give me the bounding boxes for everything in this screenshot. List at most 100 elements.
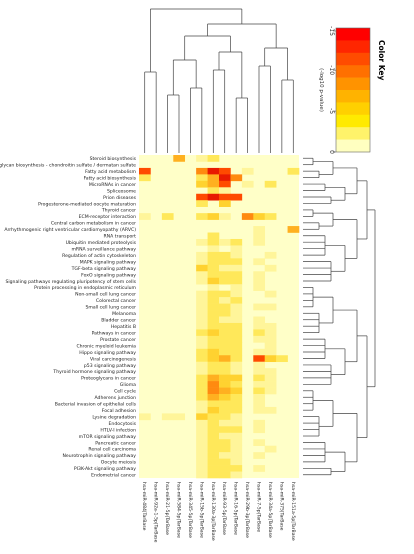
row-label: Small cell lung cancer: [85, 305, 136, 311]
color-key-tick-label: -10: [328, 65, 335, 75]
heatmap-cell: [253, 387, 266, 395]
heatmap-cell: [207, 368, 220, 375]
heatmap-grid: [139, 155, 300, 479]
heatmap-cell: [219, 322, 231, 330]
row-label: MAPK signaling pathway: [80, 259, 137, 265]
heatmap-cell: [207, 426, 220, 434]
heatmap-cell: [196, 348, 208, 356]
row-label: Oocyte meiosis: [101, 460, 137, 466]
heatmap-cell: [207, 387, 220, 395]
heatmap-cell: [241, 180, 254, 188]
heatmap-cell: [196, 180, 208, 188]
row-label: Spliceosome: [107, 188, 136, 194]
heatmap-cell: [230, 303, 243, 311]
heatmap-cell: [207, 458, 220, 466]
heatmap-cell: [253, 394, 266, 401]
heatmap-cell: [264, 251, 277, 259]
heatmap-cell: [219, 310, 231, 317]
row-labels: Steroid biosynthesisGlycosaminoglycan bi…: [0, 156, 137, 479]
heatmap-cell: [207, 335, 220, 343]
heatmap-cell: [196, 413, 208, 421]
heatmap-cell: [219, 258, 231, 266]
row-label: PI3K-Akt signaling pathway: [74, 466, 136, 472]
heatmap-cell: [230, 277, 243, 285]
heatmap-cell: [207, 297, 220, 304]
row-label: RNA transport: [104, 234, 137, 240]
heatmap-cell: [230, 432, 243, 440]
color-key-axis-label: (-log10 p-value): [318, 68, 324, 112]
row-dendrogram: [303, 157, 376, 476]
heatmap-cell: [230, 316, 243, 324]
heatmap-cell: [219, 432, 231, 440]
color-key-swatch: [336, 90, 370, 103]
heatmap-cell: [264, 322, 277, 330]
heatmap-cell: [196, 432, 208, 440]
heatmap-cell: [219, 439, 231, 446]
heatmap-cell: [219, 419, 231, 427]
heatmap-cell: [207, 381, 220, 388]
heatmap-cell: [230, 348, 243, 356]
color-key-swatch: [336, 40, 370, 54]
heatmap-cell: [219, 180, 231, 188]
heatmap-cell: [196, 193, 208, 201]
heatmap-cell: [207, 232, 220, 240]
heatmap-cell: [253, 284, 266, 291]
heatmap-cell: [219, 167, 231, 175]
row-label: Pathways in cancer: [92, 330, 136, 336]
row-label: Central carbon metabolism in cancer: [51, 221, 136, 227]
heatmap-cell: [230, 394, 243, 401]
heatmap-cell: [253, 238, 266, 246]
row-label: Bacterial invasion of epithelial cells: [55, 402, 137, 408]
heatmap-cell: [219, 329, 231, 337]
heatmap-cell: [264, 213, 277, 220]
heatmap-cell: [207, 180, 220, 188]
heatmap-cell: [207, 465, 220, 472]
color-key-swatch: [336, 127, 370, 140]
heatmap-cell: [161, 213, 174, 220]
row-label: HTLV-I infection: [100, 427, 136, 433]
heatmap-cell: [219, 355, 231, 363]
heatmap-cell: [207, 355, 220, 363]
heatmap-cell: [219, 342, 231, 350]
heatmap-cell: [253, 426, 266, 434]
heatmap-cell: [196, 258, 208, 266]
heatmap-cell: [207, 271, 220, 279]
heatmap-cell: [253, 355, 266, 363]
heatmap-cell: [196, 465, 208, 472]
heatmap-cell: [264, 180, 277, 188]
heatmap-cell: [207, 155, 220, 162]
heatmap-cell: [196, 381, 208, 388]
heatmap-cell: [207, 290, 220, 298]
heatmap-cell: [230, 387, 243, 395]
column-label: hsa-miR-375|TarBase: [278, 482, 284, 531]
heatmap-cell: [196, 419, 208, 427]
heatmap-cell: [219, 406, 231, 414]
heatmap-cell: [253, 335, 266, 343]
heatmap-cell: [230, 335, 243, 343]
heatmap-cell: [207, 322, 220, 330]
heatmap-cell: [241, 167, 254, 175]
heatmap-cell: [253, 361, 266, 369]
heatmap-cell: [230, 426, 243, 434]
column-label: hsa-miR-92a-1-5p|TarBase: [153, 482, 159, 543]
row-label: Fatty acid metabolism: [85, 169, 136, 175]
color-key-tick-label: -5: [328, 108, 335, 114]
heatmap-cell: [230, 310, 243, 317]
heatmap-cell: [230, 355, 243, 363]
heatmap-cell: [196, 387, 208, 395]
column-label: hsa-miR-93-5p|TarBase: [221, 482, 227, 535]
row-label: Adherens junction: [94, 395, 136, 401]
heatmap-cell: [230, 271, 243, 279]
heatmap-cell: [219, 271, 231, 279]
row-label: Glioma: [120, 382, 136, 388]
heatmap-cell: [230, 374, 243, 382]
heatmap-cell: [207, 167, 220, 175]
heatmap-cell: [253, 226, 266, 233]
heatmap-cell: [253, 258, 266, 266]
heatmap-cell: [207, 310, 220, 317]
row-label: Melanoma: [112, 311, 136, 317]
heatmap-cell: [264, 335, 277, 343]
heatmap-cell: [219, 471, 231, 479]
heatmap-cell: [219, 374, 231, 382]
